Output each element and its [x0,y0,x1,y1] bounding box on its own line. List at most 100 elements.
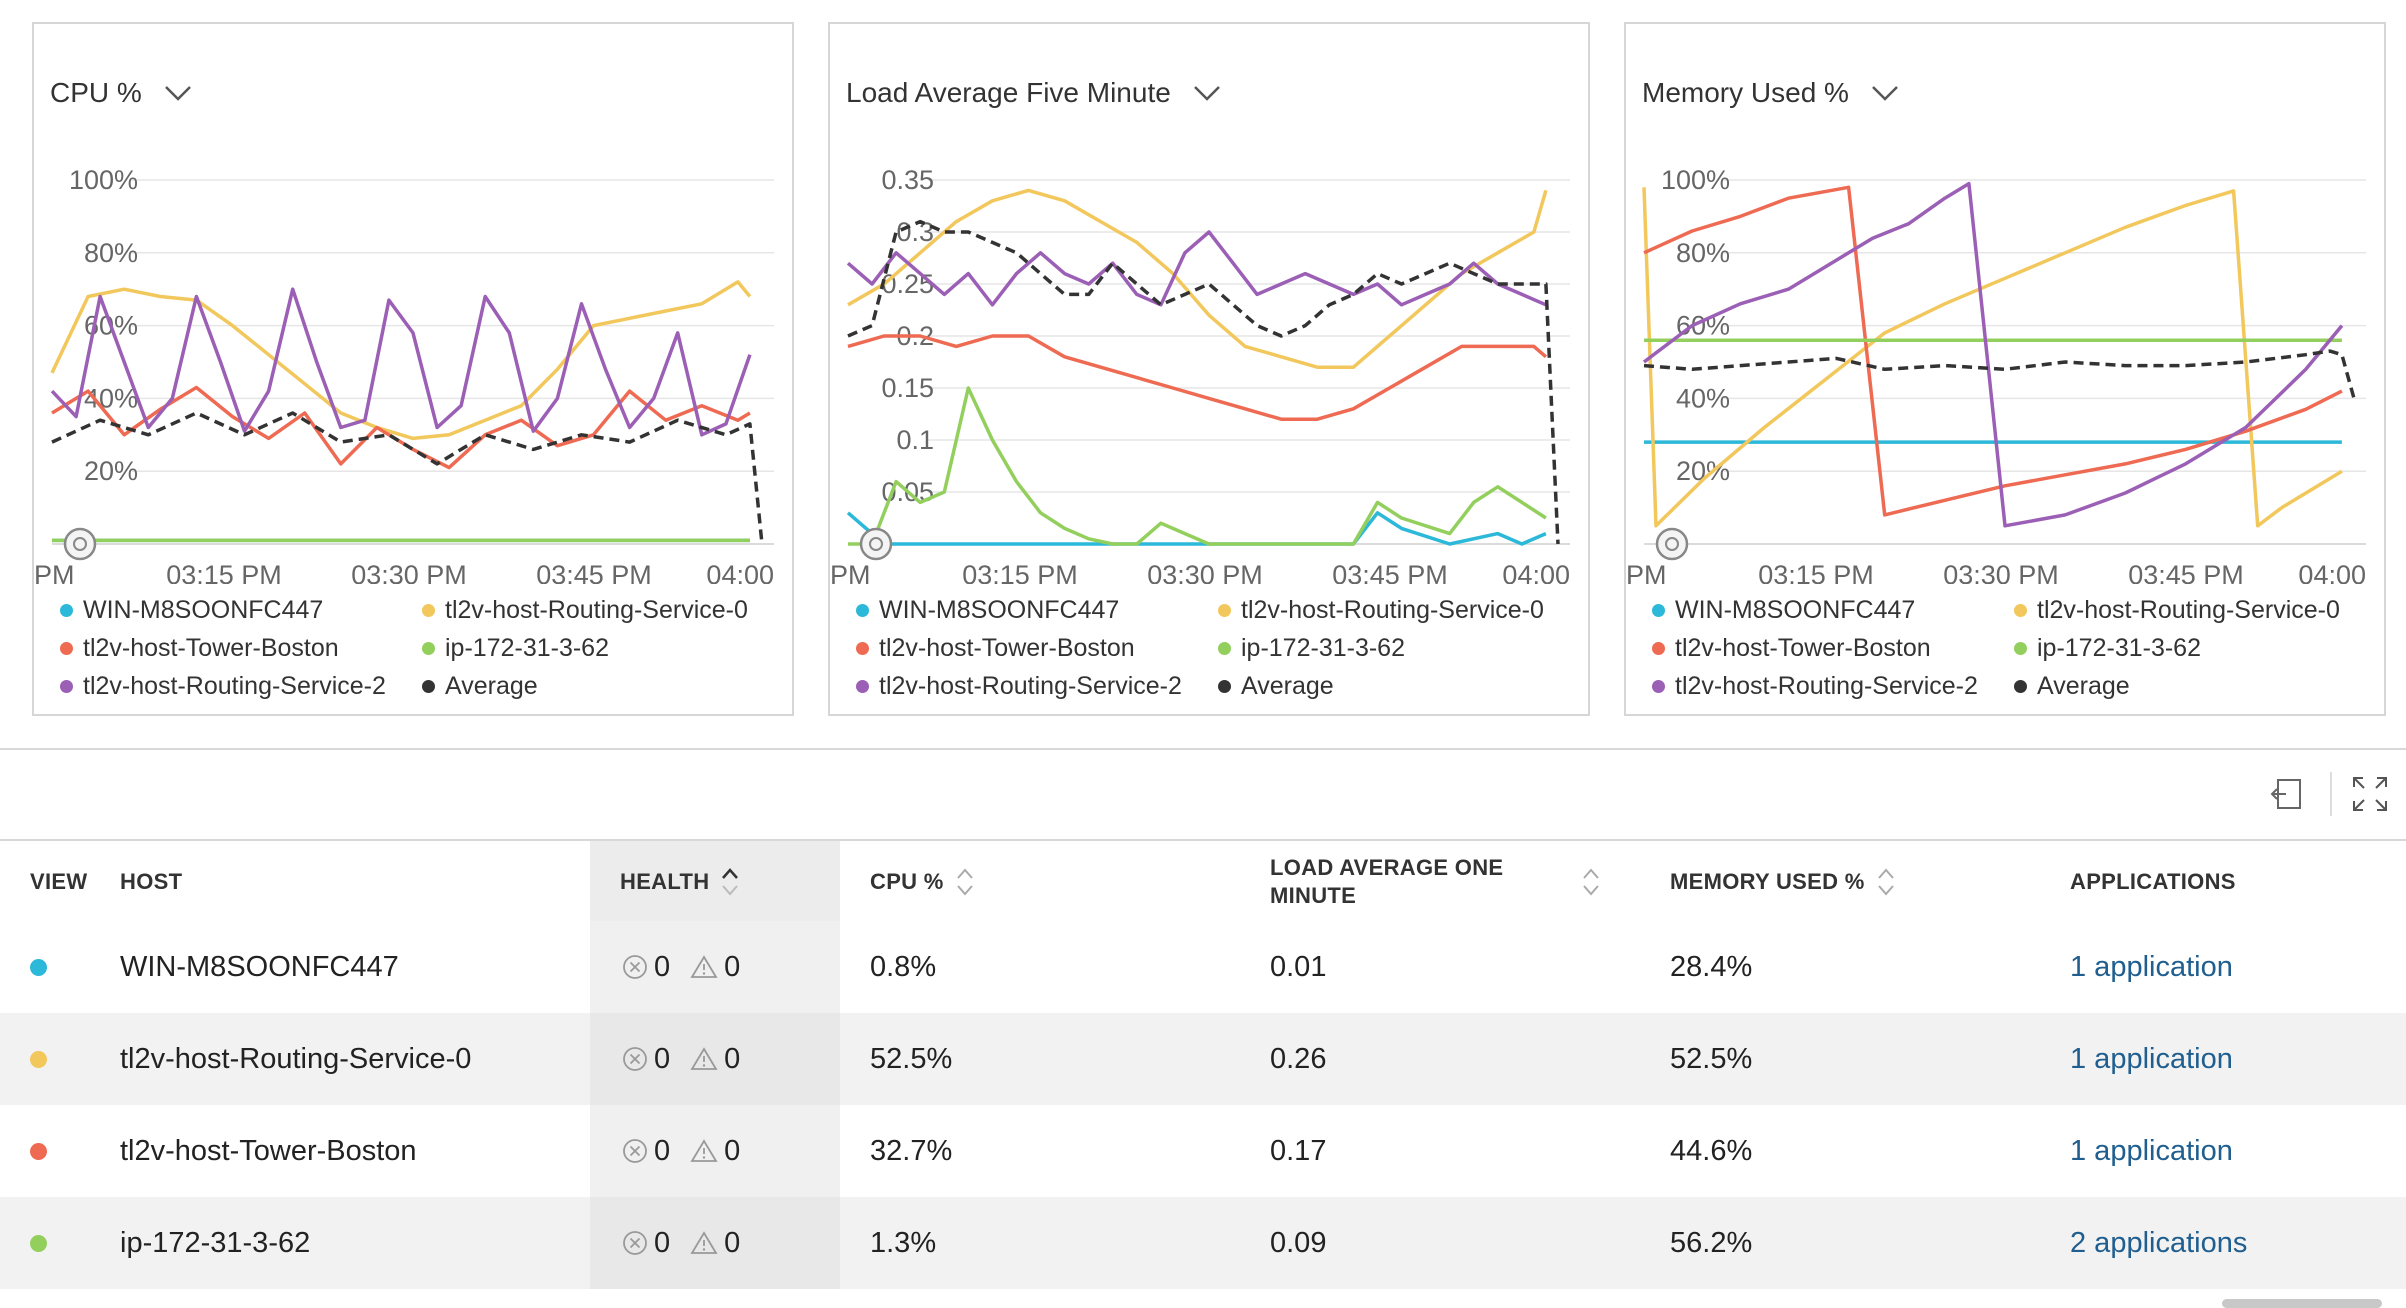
series-color-dot [30,1142,47,1160]
legend-color-dot [422,603,435,617]
load-chart-metric-selector[interactable]: Load Average Five Minute [846,68,1221,118]
legend-color-dot [1218,603,1231,617]
memory-value: 44.6% [1670,1134,1753,1167]
legend-label: tl2v-host-Routing-Service-0 [445,595,748,624]
legend-item[interactable]: Average [2014,670,2374,702]
cpu-value: 1.3% [870,1226,937,1259]
legend-color-dot [422,679,435,693]
legend-item[interactable]: WIN-M8SOONFC447 [856,594,1218,626]
column-header-memory[interactable]: MEMORY USED % [1670,841,1895,923]
legend-item[interactable]: WIN-M8SOONFC447 [60,594,422,626]
cpu-line-chart[interactable]: 100%80%60%40%20%PM 03:15 PM 03:30 PM 03:45 … [34,144,792,584]
legend-item[interactable]: WIN-M8SOONFC447 [1652,594,2014,626]
series-color-dot [30,1050,47,1068]
x-tick-label: 03:15 PM [166,560,282,584]
table-row[interactable]: WIN-M8SOONFC447 0 0 0.8% 0.01 28.4% 1 ap… [0,921,2406,1013]
memory-line-chart[interactable]: 100%80%60%40%20%PM 03:15 PM 03:30 PM 03:45 … [1626,144,2384,584]
applications-link[interactable]: 1 application [2070,950,2233,983]
time-scrubber-handle[interactable] [859,527,893,561]
host-name: ip-172-31-3-62 [120,1226,311,1259]
critical-icon [623,955,647,979]
health-cell: 0 0 [622,1105,760,1197]
time-scrubber-handle[interactable] [1655,527,1689,561]
legend-label: WIN-M8SOONFC447 [879,595,1120,624]
legend-item[interactable]: tl2v-host-Routing-Service-0 [1218,594,1578,626]
legend-color-dot [2014,679,2027,693]
legend-item[interactable]: tl2v-host-Routing-Service-0 [422,594,782,626]
sort-icon [1583,868,1599,896]
applications-link[interactable]: 2 applications [2070,1226,2248,1259]
legend-label: ip-172-31-3-62 [2037,633,2201,662]
legend-item[interactable]: tl2v-host-Routing-Service-2 [856,670,1218,702]
chart-title: CPU % [50,77,142,108]
legend-item[interactable]: tl2v-host-Routing-Service-2 [1652,670,2014,702]
cpu-chart-metric-selector[interactable]: CPU % [50,68,192,118]
legend-color-dot [60,641,73,655]
host-name: tl2v-host-Tower-Boston [120,1134,417,1167]
health-header-label: HEALTH [620,869,710,894]
table-row[interactable]: ip-172-31-3-62 0 0 1.3% 0.09 56.2% 2 app… [0,1197,2406,1289]
warning-icon [690,955,718,978]
legend-item[interactable]: tl2v-host-Tower-Boston [1652,632,2014,664]
chart-title: Memory Used % [1642,77,1849,108]
legend-item[interactable]: ip-172-31-3-62 [422,632,782,664]
view-toggle[interactable] [30,1197,47,1289]
table-row[interactable]: tl2v-host-Tower-Boston 0 0 32.7% 0.17 44… [0,1105,2406,1197]
cpu-chart-panel: CPU % 100% 80% 60% 40% 20% PM 03:15 PM 03:30 PM… [32,22,794,716]
applications-link[interactable]: 1 application [2070,1134,2233,1167]
view-toggle[interactable] [30,921,47,1013]
series-line-average [847,219,1560,545]
fullscreen-icon[interactable] [2346,770,2394,818]
legend-color-dot [1652,603,1665,617]
series-line-tl2v-host-routing-service-2 [1642,181,2344,528]
time-scrubber-handle[interactable] [63,527,97,561]
series-color-dot [30,1234,47,1252]
x-tick-label: 03:30 PM [351,560,467,584]
column-header-cpu[interactable]: CPU % [870,841,974,923]
legend-item[interactable]: tl2v-host-Routing-Service-0 [2014,594,2374,626]
load-value: 0.17 [1270,1134,1327,1167]
table-header: VIEW HOST HEALTH CPU % LOAD AVERAGE ONE M… [0,839,2406,923]
legend-item[interactable]: tl2v-host-Routing-Service-2 [60,670,422,702]
health-cell-bg [590,1105,840,1197]
chart-legend: WIN-M8SOONFC447 tl2v-host-Routing-Service… [856,594,1586,702]
y-tick-label: 100% [1661,165,1730,195]
critical-count: 0 [654,1226,671,1259]
column-header-applications: APPLICATIONS [2070,869,2236,894]
legend-item[interactable]: tl2v-host-Tower-Boston [856,632,1218,664]
legend-item[interactable]: tl2v-host-Tower-Boston [60,632,422,664]
load-value: 0.09 [1270,1226,1327,1259]
health-cell-bg [590,1013,840,1105]
export-icon[interactable] [2264,770,2312,818]
chart-title: Load Average Five Minute [846,77,1171,108]
x-tick-label: 03:45 PM [536,560,652,584]
x-tick-label: 03:15 PM [1758,560,1874,584]
column-header-health[interactable]: HEALTH [590,841,840,923]
toolbar-separator [2330,772,2332,816]
y-tick-label: 60% [1676,311,1730,341]
legend-item[interactable]: ip-172-31-3-62 [1218,632,1578,664]
health-cell: 0 0 [622,921,760,1013]
column-header-load-average[interactable]: LOAD AVERAGE ONE MINUTE [1270,841,1600,923]
view-toggle[interactable] [30,1013,47,1105]
legend-item[interactable]: ip-172-31-3-62 [2014,632,2374,664]
view-toggle[interactable] [30,1105,47,1197]
table-row[interactable]: tl2v-host-Routing-Service-0 0 0 52.5% 0.… [0,1013,2406,1105]
legend-item[interactable]: Average [422,670,782,702]
y-tick-label: 80% [1676,238,1730,268]
memory-chart-metric-selector[interactable]: Memory Used % [1642,68,1899,118]
legend-label: Average [445,671,538,700]
legend-label: tl2v-host-Routing-Service-2 [879,671,1182,700]
y-tick-label: 20% [84,456,138,486]
health-cell: 0 0 [622,1013,760,1105]
applications-link[interactable]: 1 application [2070,1042,2233,1075]
legend-color-dot [2014,603,2027,617]
warning-icon [690,1047,718,1070]
memory-value: 52.5% [1670,1042,1753,1075]
legend-item[interactable]: Average [1218,670,1578,702]
x-tick-label: 04:00 [1502,560,1570,584]
horizontal-scrollbar[interactable] [2222,1299,2382,1308]
chevron-down-icon [1193,86,1220,101]
series-line-ip-172-31-3-62 [848,386,1547,546]
